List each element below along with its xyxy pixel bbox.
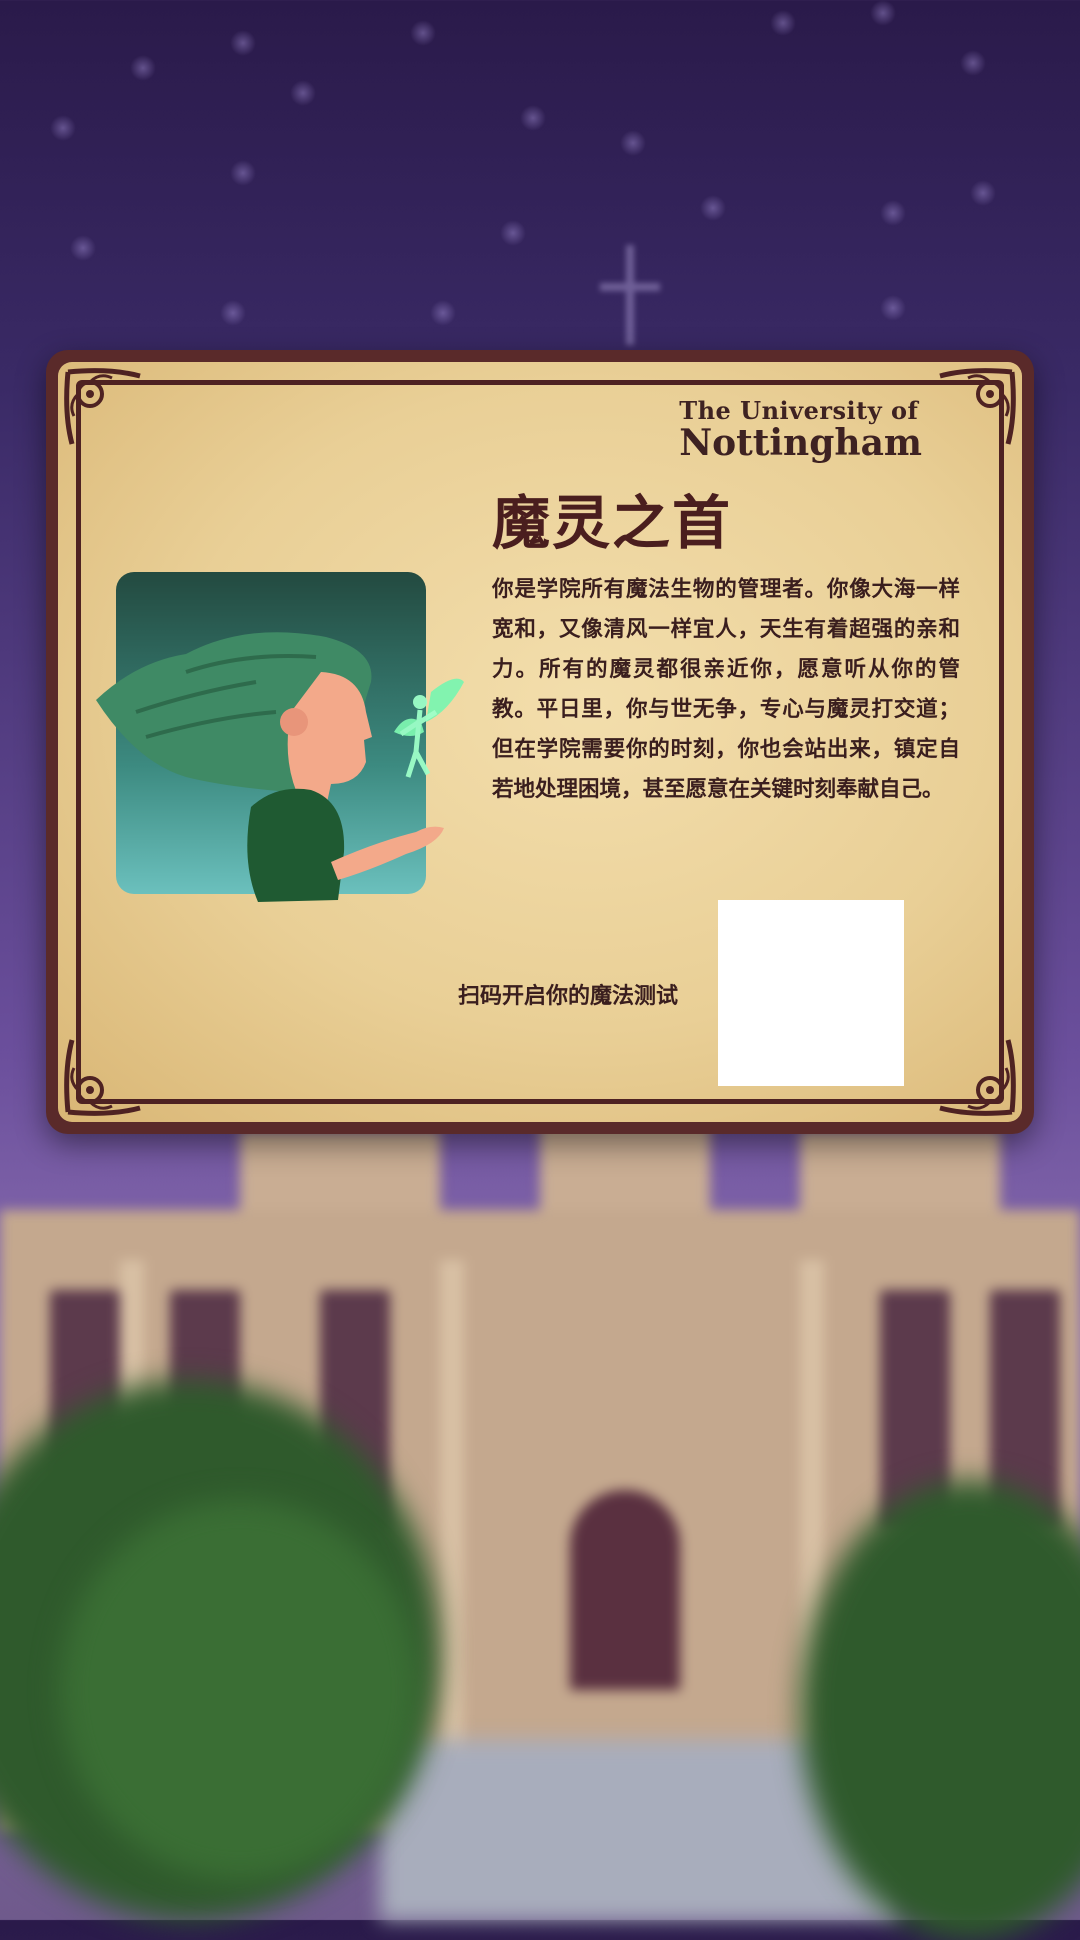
- fairy-icon: [394, 678, 464, 778]
- background-tree-left-2: [60, 1500, 420, 1880]
- frame-border: [76, 380, 1004, 1104]
- corner-ornament-icon: [60, 364, 150, 454]
- parchment-panel: The University of Nottingham 魔灵之首: [58, 362, 1022, 1122]
- logo-line-1: The University of: [679, 396, 919, 425]
- chapel-cross: [600, 245, 660, 345]
- corner-ornament-icon: [930, 1030, 1020, 1120]
- qr-code[interactable]: [718, 900, 904, 1086]
- scan-prompt: 扫码开启你的魔法测试: [458, 983, 679, 1009]
- university-logo: The University of Nottingham: [679, 396, 922, 464]
- result-title: 魔灵之首: [492, 489, 733, 557]
- background-tree-right: [800, 1480, 1080, 1940]
- corner-ornament-icon: [60, 1030, 150, 1120]
- character-portrait: [96, 572, 464, 902]
- result-card: The University of Nottingham 魔灵之首: [46, 350, 1034, 1134]
- logo-line-2: Nottingham: [679, 422, 922, 464]
- corner-ornament-icon: [930, 364, 1020, 454]
- result-description: 你是学院所有魔法生物的管理者。你像大海一样宽和，又像清风一样宜人，天生有着超强的…: [492, 577, 960, 802]
- character-illustration: [96, 632, 464, 902]
